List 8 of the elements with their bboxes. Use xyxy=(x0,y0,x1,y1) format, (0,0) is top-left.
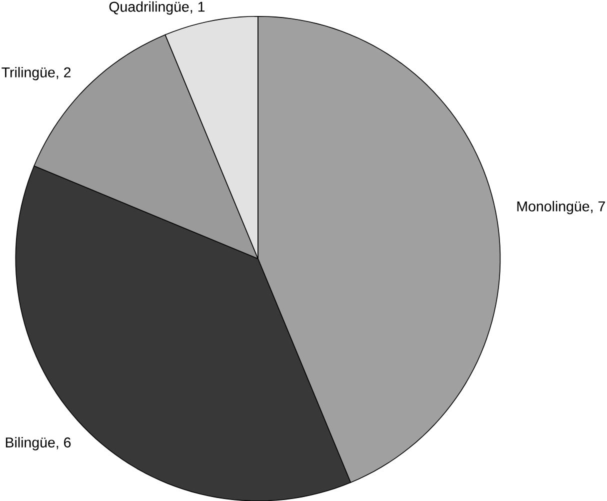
slice-label: Quadrilingüe xyxy=(109,1,189,14)
slice-label: Monolingüe xyxy=(517,200,590,214)
slice-label: Trilingüe xyxy=(2,66,55,80)
data-label: , 2 xyxy=(56,67,71,79)
data-label: , 6 xyxy=(56,437,71,450)
data-label: , 1 xyxy=(190,2,205,14)
data-label: , 7 xyxy=(591,201,605,213)
slice-label: Bilingüe xyxy=(6,436,55,450)
